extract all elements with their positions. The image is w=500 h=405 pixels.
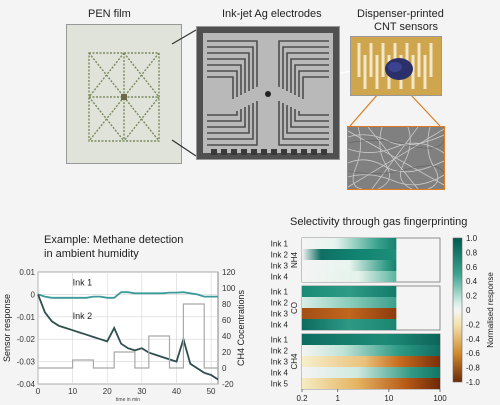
heatmap-row-label: Ink 2 [271,251,289,260]
annotation-ink-2: Ink 2 [73,311,93,321]
cnt-label-1: Dispenser-printed [357,8,444,20]
heatmap-row [302,378,440,389]
x-tick-label: 40 [172,387,181,396]
heatmap-row-label: Ink 3 [271,358,289,367]
heatmap-x-tick-label: 0.2 [296,394,308,403]
heatmap-row-label: Ink 3 [271,262,289,271]
ink-2-line [37,294,219,381]
cnt-microscope-photo [347,126,445,190]
pen-film-label: PEN film [88,8,131,20]
heatmap-row-label: Ink 4 [271,321,289,330]
heatmap-row-label: Ink 1 [271,336,289,345]
heatmap-row-label: Ink 4 [271,369,289,378]
colorbar-tick-label: 0.4 [466,277,478,286]
y-right-tick-label: -20 [222,380,234,389]
inkjet-electrodes-photo [196,26,340,160]
y-right-tick-label: 20 [222,348,231,357]
heatmap-row-label: Ink 2 [271,299,289,308]
selectivity-title: Selectivity through gas fingerprinting [290,216,468,228]
heatmap-group-label: CO [290,302,299,314]
y-tick-label: -0.03 [17,358,36,367]
colorbar-tick-label: -0.2 [466,320,480,329]
y-right-axis-label: CH4 Cocentrations [236,289,246,366]
x-tick-label: 10 [68,387,77,396]
colorbar-tick-label: 0.8 [466,248,478,257]
y-right-tick-label: 120 [222,268,236,277]
inkjet-label: Ink-jet Ag electrodes [222,8,322,20]
heatmap-x-tick-label: 10 [384,394,393,403]
y-right-tick-label: 0 [222,364,227,373]
heatmap-x-tick-label: 100 [433,394,447,403]
heatmap-row [302,345,440,356]
colorbar-tick-label: 1.0 [466,234,478,243]
colorbar-tick-label: -0.6 [466,349,480,358]
y-right-tick-label: 60 [222,316,231,325]
heatmap-row [302,286,397,297]
colorbar-tick-label: 0 [466,306,471,315]
heatmap-row [302,297,397,308]
y-axis-label: Sensor response [2,294,12,362]
cnt-label-2: CNT sensors [374,21,438,33]
heatmap-group-label: CH4 [290,353,299,370]
pen-film-photo [66,24,182,164]
heatmap-row [302,249,397,260]
heatmap-row [302,356,440,367]
colorbar-tick-label: 0.2 [466,292,478,301]
y-right-tick-label: 40 [222,332,231,341]
y-right-tick-label: 100 [222,284,236,293]
cnt-sensor-photo [350,36,442,96]
y-tick-label: 0.01 [19,268,35,277]
colorbar-tick-label: 0.6 [466,263,478,272]
heatmap-row [302,319,397,330]
colorbar-label: Normalised response [486,272,495,348]
x-axis-label: time in min [116,397,140,403]
methane-title-2: in ambient humidity [44,248,139,260]
y-tick-label: -0.01 [17,313,36,322]
y-tick-label: -0.02 [17,335,36,344]
methane-title-1: Example: Methane detection [44,234,184,246]
heatmap-row [302,367,440,378]
heatmap-row [302,260,397,271]
methane-chart: 0.010-0.01-0.02-0.03-0.040 10 20 30 40 501201… [2,268,246,403]
heatmap-row [302,238,397,249]
x-tick-label: 0 [36,387,41,396]
y-tick-label: 0 [31,290,36,299]
heatmap-row-label: Ink 2 [271,347,289,356]
y-right-tick-label: 80 [222,300,231,309]
ch4-concentration-line [38,303,218,369]
heatmap-row [302,334,440,345]
heatmap-x-tick-label: 1 [336,394,341,403]
colorbar-tick-label: -1.0 [466,378,480,387]
annotation-ink-1: Ink 1 [73,277,93,287]
ink-1-line [37,291,218,299]
heatmap-row-label: Ink 3 [271,310,289,319]
colorbar [452,237,463,383]
heatmap-group-label: NH4 [290,251,299,268]
heatmap-row-label: Ink 5 [271,380,289,389]
heatmap-row-label: Ink 4 [271,273,289,282]
heatmap-row [302,271,397,282]
heatmap-row [302,308,397,319]
heatmap-row-label: Ink 1 [271,240,289,249]
y-tick-label: -0.04 [17,380,36,389]
heatmap-row-label: Ink 1 [271,288,289,297]
x-tick-label: 20 [103,387,112,396]
x-tick-label: 50 [207,387,216,396]
colorbar-tick-label: -0.8 [466,364,480,373]
colorbar-tick-label: -0.4 [466,335,480,344]
x-tick-label: 30 [137,387,146,396]
